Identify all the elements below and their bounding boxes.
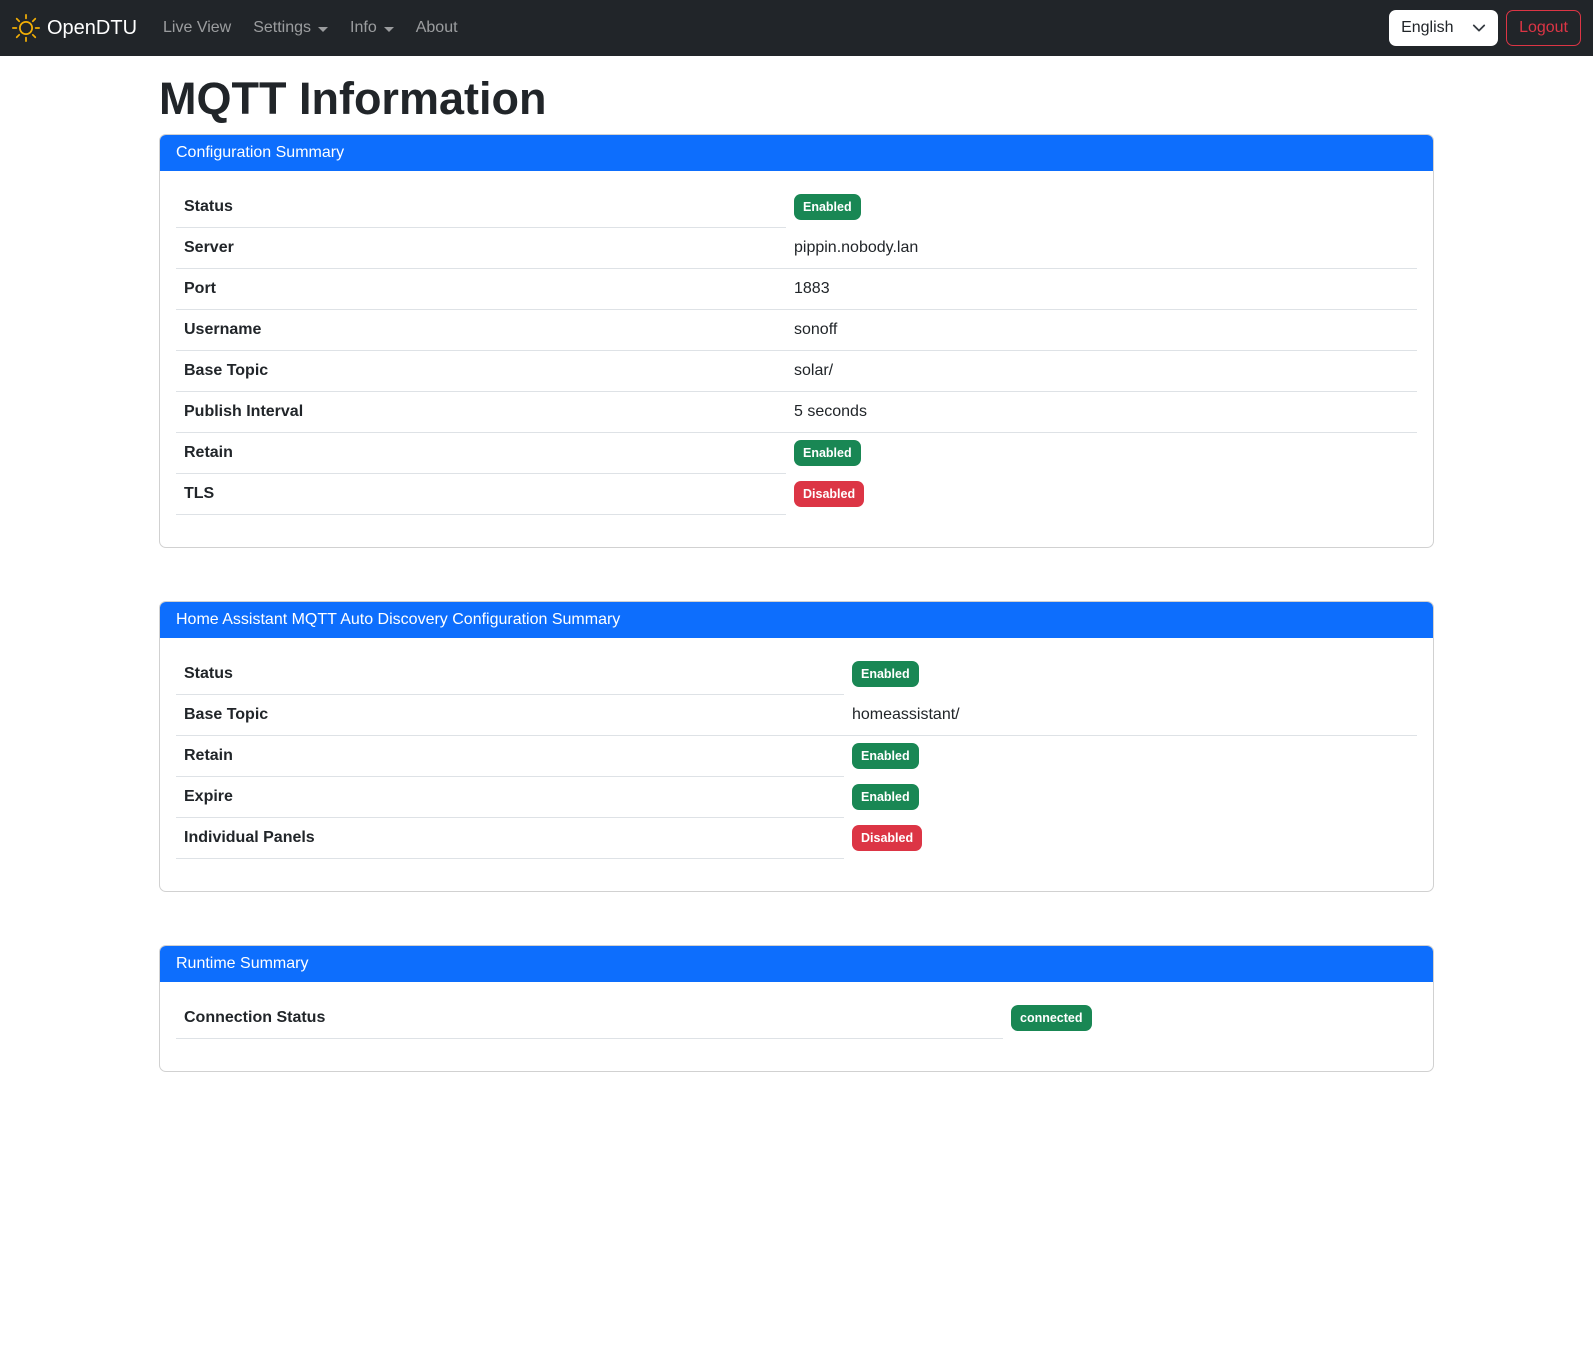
language-selected-value: English [1401, 19, 1454, 36]
status-badge: Enabled [794, 440, 861, 467]
nav-item-label: Settings [253, 19, 312, 36]
nav-item-label: About [415, 19, 458, 36]
row-value: Enabled [786, 187, 1417, 228]
row-value: Disabled [844, 818, 1417, 859]
status-badge: Disabled [852, 825, 923, 851]
main-content: MQTT Information Configuration Summary S… [159, 72, 1434, 1072]
row-value: pippin.nobody.lan [786, 227, 1417, 269]
table-row: Retain Enabled [176, 432, 1417, 474]
row-value: connected [1003, 998, 1417, 1039]
chevron-down-icon [1472, 21, 1486, 35]
row-value: solar/ [786, 350, 1417, 392]
cards-container: Configuration Summary Status Enabled Serve… [159, 134, 1434, 1072]
row-label: Status [176, 187, 786, 228]
table-row: Base Topic homeassistant/ [176, 694, 1417, 736]
navbar: OpenDTU Live View Settings Info About En… [0, 0, 1593, 56]
chevron-down-icon [318, 27, 329, 32]
row-label: Connection Status [176, 998, 1003, 1039]
nav-item-label: Info [350, 19, 377, 36]
card-header: Home Assistant MQTT Auto Discovery Confi… [160, 602, 1433, 638]
table-row: Expire Enabled [176, 776, 1417, 818]
nav-item-info[interactable]: Info [342, 11, 402, 45]
card-header: Runtime Summary [160, 946, 1433, 982]
runtime-summary-card: Runtime Summary Connection Status connect… [159, 945, 1434, 1072]
row-value: Disabled [786, 474, 1417, 515]
brand-label: OpenDTU [47, 16, 138, 39]
status-badge: Enabled [852, 784, 919, 810]
nav-item-about[interactable]: About [408, 11, 466, 45]
row-label: Retain [176, 432, 786, 474]
table-row: Server pippin.nobody.lan [176, 227, 1417, 269]
status-badge: Enabled [794, 194, 861, 221]
brand-link[interactable]: OpenDTU [12, 14, 137, 42]
table-row: Connection Status connected [176, 998, 1417, 1039]
row-value: sonoff [786, 309, 1417, 351]
table-row: Retain Enabled [176, 735, 1417, 777]
ha-mqtt-auto-discovery-configuration-summary-card: Home Assistant MQTT Auto Discovery Confi… [159, 601, 1434, 892]
row-label: Base Topic [176, 350, 786, 392]
table-row: Port 1883 [176, 268, 1417, 310]
card-body: Connection Status connected [160, 982, 1433, 1071]
summary-table: Status Enabled Base Topic homeassistant/Ret… [176, 654, 1417, 859]
row-value: homeassistant/ [844, 694, 1417, 736]
table-row: Individual Panels Disabled [176, 817, 1417, 859]
table-row: Status Enabled [176, 187, 1417, 228]
row-label: TLS [176, 473, 786, 515]
language-select[interactable]: English [1389, 10, 1499, 46]
chevron-down-icon [383, 27, 394, 32]
row-label: Server [176, 227, 786, 269]
table-row: Base Topic solar/ [176, 350, 1417, 392]
row-value: Enabled [844, 777, 1417, 818]
row-label: Retain [176, 735, 844, 777]
nav-links: Live View Settings Info About [155, 11, 1389, 45]
row-value: Enabled [786, 433, 1417, 474]
nav-item-settings[interactable]: Settings [245, 11, 336, 45]
card-body: Status Enabled Server pippin.nobody.lan Port… [160, 171, 1433, 547]
table-row: Username sonoff [176, 309, 1417, 351]
row-label: Publish Interval [176, 391, 786, 433]
page-title: MQTT Information [159, 73, 547, 124]
card-header: Configuration Summary [160, 135, 1433, 171]
row-label: Expire [176, 776, 844, 818]
table-row: TLS Disabled [176, 473, 1417, 515]
row-label: Individual Panels [176, 817, 844, 859]
sun-icon [12, 14, 40, 42]
status-badge: Disabled [794, 481, 865, 507]
nav-item-label: Live View [163, 19, 232, 36]
row-label: Base Topic [176, 694, 844, 736]
status-badge: Enabled [852, 661, 919, 688]
row-label: Port [176, 268, 786, 310]
status-badge: Enabled [852, 743, 919, 770]
status-badge: connected [1011, 1005, 1092, 1032]
logout-button[interactable]: Logout [1506, 10, 1581, 46]
row-value: 5 seconds [786, 391, 1417, 433]
row-value: 1883 [786, 268, 1417, 310]
row-value: Enabled [844, 654, 1417, 695]
card-body: Status Enabled Base Topic homeassistant/Ret… [160, 638, 1433, 891]
configuration-summary-card: Configuration Summary Status Enabled Serve… [159, 134, 1434, 548]
table-row: Status Enabled [176, 654, 1417, 695]
summary-table: Status Enabled Server pippin.nobody.lan Port… [176, 187, 1417, 515]
row-label: Username [176, 309, 786, 351]
table-row: Publish Interval 5 seconds [176, 391, 1417, 433]
summary-table: Connection Status connected [176, 998, 1417, 1039]
navbar-right: English Logout [1389, 10, 1581, 46]
row-label: Status [176, 654, 844, 695]
nav-item-live-view[interactable]: Live View [155, 11, 239, 45]
row-value: Enabled [844, 736, 1417, 777]
